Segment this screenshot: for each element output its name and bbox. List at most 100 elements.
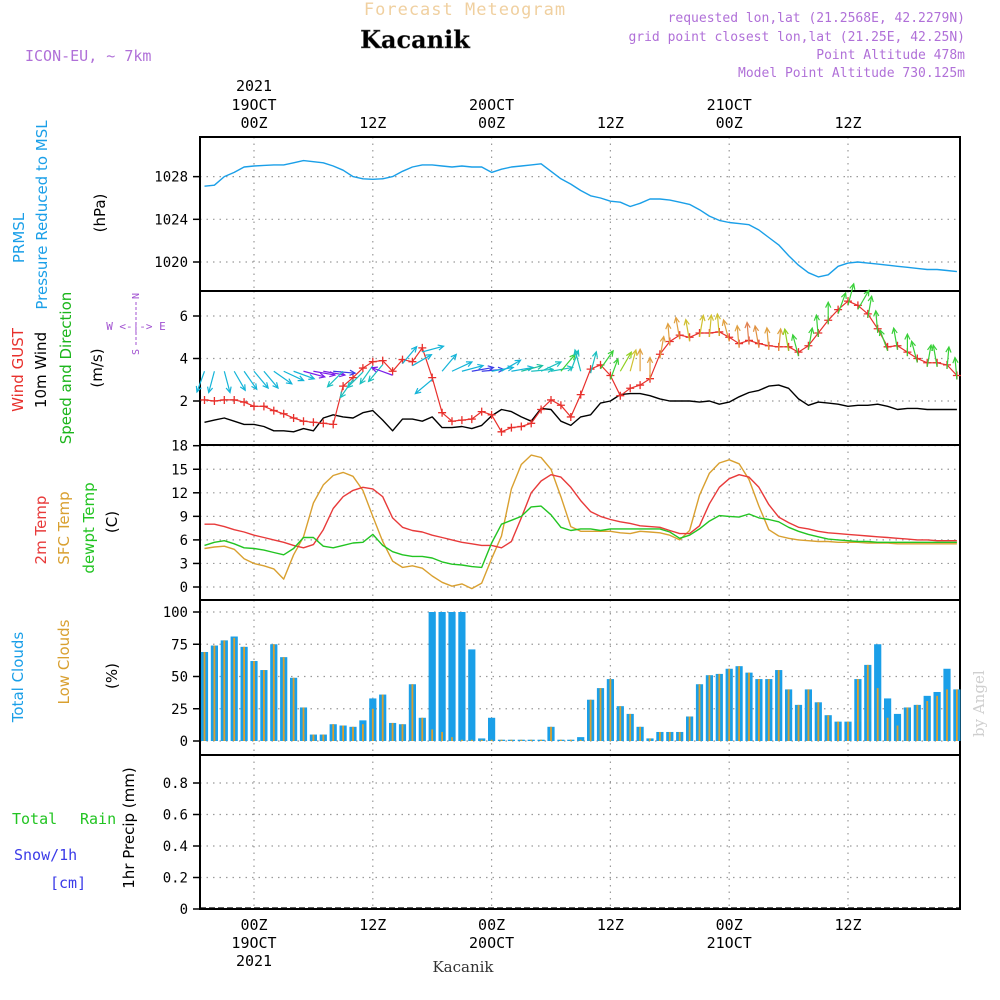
low-cloud-bar xyxy=(926,701,929,741)
low-cloud-bar xyxy=(421,717,424,741)
low-cloud-bar xyxy=(569,739,572,741)
wind-gust-marker xyxy=(210,397,219,405)
low-cloud-bar xyxy=(263,670,265,741)
low-cloud-bar xyxy=(461,739,463,741)
wind-gust-marker xyxy=(576,390,585,399)
wind-gust-line xyxy=(204,300,958,433)
wind-gust-marker xyxy=(527,419,536,428)
requested-coords: requested lon,lat (21.2568E, 42.2279N) xyxy=(668,11,965,26)
low-cloud-bar xyxy=(857,679,859,741)
wind-arrow xyxy=(673,316,681,340)
wind-arrow xyxy=(764,326,771,350)
wind-arrow xyxy=(293,370,316,380)
wind-arrow xyxy=(367,364,384,383)
temp-sfc-label: SFC Temp xyxy=(55,491,73,564)
wind-speed-dir-label: Speed and Direction xyxy=(57,292,75,445)
wind-arrow xyxy=(412,353,433,367)
wind-arrow xyxy=(714,312,721,336)
low-cloud-bar xyxy=(322,734,325,741)
low-cloud-bar xyxy=(609,679,612,741)
wind-arrow xyxy=(206,371,215,394)
wind-arrow xyxy=(734,324,741,348)
low-cloud-bar xyxy=(431,729,434,741)
snow-unit-label: [cm] xyxy=(50,874,86,892)
wind-arrow xyxy=(253,370,270,390)
wind-arrow xyxy=(777,327,784,351)
wind-arrow xyxy=(451,361,474,372)
wind-arrow xyxy=(346,371,364,389)
wind-arrow xyxy=(636,347,644,372)
pressure-labels: PRMSL Pressure Reduced to MSL (hPa) xyxy=(10,120,109,310)
wind-arrow xyxy=(326,370,344,388)
wind-arrow xyxy=(283,370,305,382)
wind-arrow xyxy=(540,361,563,372)
wind-gust-marker xyxy=(220,395,229,404)
low-cloud-bar xyxy=(678,731,681,741)
wind-arrow xyxy=(867,294,874,318)
top-axis-time: 00Z xyxy=(716,114,743,132)
wind-gust-marker xyxy=(556,401,565,410)
wind-gust-marker xyxy=(636,381,645,390)
wind-arrow xyxy=(878,328,889,352)
low-cloud-bar xyxy=(292,677,295,741)
wind-arrow xyxy=(744,321,751,345)
panels: 1020102410282460369121518025507510000.20… xyxy=(154,136,961,918)
low-cloud-bar xyxy=(946,689,948,741)
low-cloud-bar xyxy=(906,707,909,741)
wind-gust-marker xyxy=(428,373,437,382)
wind-gust-marker xyxy=(309,418,318,427)
wind-panel: 2 4 6 xyxy=(180,282,961,446)
low-cloud-bar xyxy=(599,688,602,741)
top-axis-time: 12Z xyxy=(597,114,624,132)
temperature-ytick-label: 0 xyxy=(180,580,188,596)
wind-arrow xyxy=(333,369,357,376)
total-clouds-label: Total Clouds xyxy=(9,632,27,724)
low-cloud-bar xyxy=(451,737,453,741)
wind-arrow xyxy=(791,333,800,357)
temp-dewpt-label: dewpt Temp xyxy=(80,482,98,573)
low-cloud-bar xyxy=(619,706,622,741)
wind-gust-marker xyxy=(438,408,447,417)
wind-arrow xyxy=(471,365,495,372)
temperature-ytick-label: 3 xyxy=(180,556,188,572)
wind-gust-marker xyxy=(358,364,367,373)
wind-labels: Wind GUST 10m Wind Speed and Direction (… xyxy=(9,292,166,445)
bottom-location: Kacanik xyxy=(432,958,494,976)
low-cloud-bar xyxy=(728,668,731,741)
compass-s: S xyxy=(131,349,142,355)
low-cloud-bar xyxy=(688,716,691,741)
low-cloud-bar xyxy=(936,695,938,741)
cloud-unit: (%) xyxy=(103,663,121,689)
total-rain-label: Total xyxy=(12,810,57,828)
low-cloud-bar xyxy=(411,684,414,741)
low-cloud-bar xyxy=(560,739,562,741)
wind-arrow xyxy=(370,366,393,376)
pressure-ytick-label: 1020 xyxy=(154,255,188,271)
wind-arrow xyxy=(813,313,820,338)
temperature-panel: 0 3 6 9 12 15 18 xyxy=(171,439,961,601)
wind-gust-marker xyxy=(497,427,506,436)
clouds-ytick-label: 100 xyxy=(163,605,188,621)
low-cloud-bar xyxy=(272,644,275,741)
wind-arrow xyxy=(402,345,418,364)
bottom-axis-time: 00Z xyxy=(716,916,743,934)
total-cloud-bar xyxy=(577,737,585,741)
top-axis-time: 00Z xyxy=(240,114,267,132)
low-cloud-bar xyxy=(362,724,364,741)
top-axis-date: 20OCT xyxy=(469,96,514,114)
low-cloud-bar xyxy=(847,721,849,741)
wind-ytick-label: 4 xyxy=(180,352,188,368)
total-cloud-bar xyxy=(458,612,466,741)
low-cloud-bar xyxy=(876,688,879,741)
wind-arrow xyxy=(837,291,847,314)
wind-arrow xyxy=(909,339,918,363)
low-cloud-bar xyxy=(381,694,384,741)
wind-arrow xyxy=(659,335,666,359)
low-cloud-bar xyxy=(837,721,839,741)
temp-dewpt-line xyxy=(204,505,957,569)
wind-arrow xyxy=(891,326,899,350)
temperature-ytick-label: 12 xyxy=(171,486,188,502)
temp-2m-line xyxy=(204,474,957,549)
wind-arrow xyxy=(414,379,433,395)
pressure-reduced-label: Pressure Reduced to MSL xyxy=(33,120,51,310)
